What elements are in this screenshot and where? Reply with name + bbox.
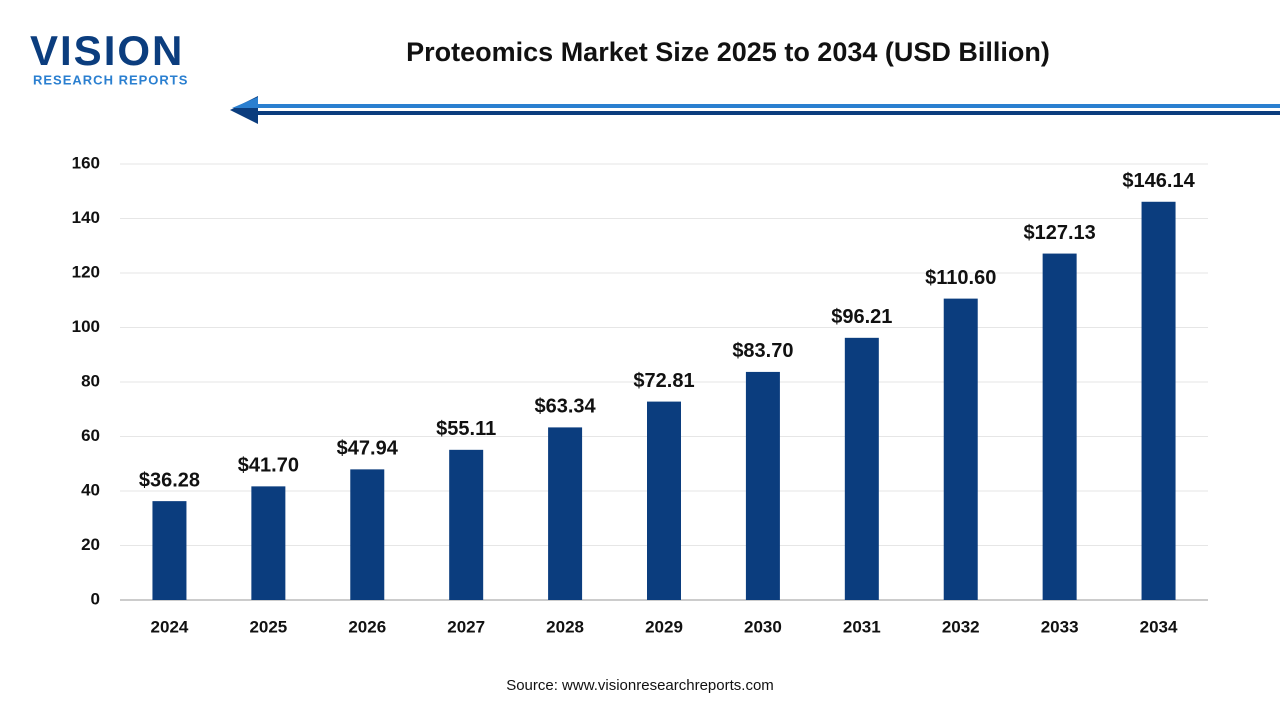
y-tick-label: 120 (72, 262, 100, 281)
bar (943, 298, 978, 600)
value-label: $110.60 (925, 267, 996, 289)
value-label: $146.14 (1122, 170, 1195, 192)
bar (350, 469, 385, 600)
x-tick-label: 2024 (151, 617, 189, 636)
value-label: $72.81 (633, 370, 694, 392)
bar (844, 337, 879, 600)
x-tick-label: 2030 (744, 617, 782, 636)
y-tick-label: 40 (81, 480, 100, 499)
value-label: $83.70 (732, 340, 793, 362)
value-label: $55.11 (436, 418, 496, 440)
bar (1141, 201, 1176, 600)
bar (548, 427, 583, 600)
bar (449, 449, 484, 600)
bar (152, 501, 187, 600)
x-tick-label: 2026 (348, 617, 386, 636)
bar (745, 371, 780, 600)
value-label: $63.34 (535, 396, 597, 418)
x-tick-label: 2034 (1140, 617, 1178, 636)
bar (647, 401, 681, 600)
y-tick-label: 140 (72, 208, 100, 227)
chart-title: Proteomics Market Size 2025 to 2034 (USD… (406, 37, 1050, 67)
value-label: $47.94 (337, 438, 399, 460)
y-tick-label: 80 (81, 371, 100, 390)
logo-tagline: RESEARCH REPORTS (33, 72, 188, 87)
bar (1042, 253, 1077, 601)
header-arrow (232, 97, 258, 108)
value-label: $96.21 (831, 306, 892, 328)
logo-name: VISION (30, 27, 184, 74)
value-label: $127.13 (1023, 222, 1095, 244)
x-tick-label: 2033 (1041, 617, 1079, 636)
x-tick-label: 2032 (942, 617, 980, 636)
value-label: $36.28 (139, 469, 200, 491)
bar (251, 486, 286, 600)
x-tick-label: 2029 (645, 617, 683, 636)
x-tick-label: 2028 (546, 617, 584, 636)
y-tick-label: 100 (72, 317, 100, 336)
source-note: Source: www.visionresearchreports.com (506, 677, 774, 694)
y-tick-label: 60 (81, 426, 100, 445)
value-label: $41.70 (238, 455, 299, 477)
y-tick-label: 20 (81, 535, 100, 554)
y-tick-label: 0 (91, 589, 100, 608)
y-tick-label: 160 (72, 153, 100, 172)
x-tick-label: 2027 (447, 617, 485, 636)
plot-area: 0 20 40 60 80 100 120 140 160 2024 $36.28 2025 $41.7… (72, 153, 1208, 636)
x-tick-label: 2031 (843, 617, 881, 636)
x-tick-label: 2025 (249, 617, 287, 636)
